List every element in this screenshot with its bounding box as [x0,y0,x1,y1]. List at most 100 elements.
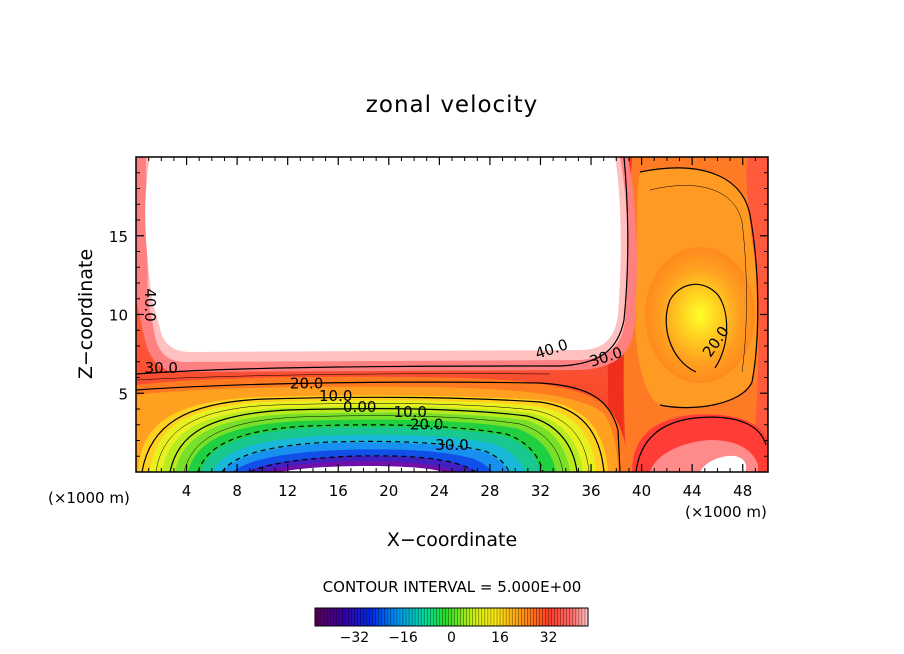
colorbar-swatch [336,608,340,626]
colorbar-swatch [542,608,546,626]
colorbar-swatch [527,608,531,626]
colorbar-swatch [342,608,346,626]
x-tick-label: 48 [733,482,752,500]
contour-label: 20.0 [410,415,443,433]
colorbar-swatch [412,608,416,626]
colorbar-swatch [351,608,355,626]
x-axis-label: X−coordinate [387,529,517,551]
contour-label: 10.0 [319,387,352,405]
colorbar-swatch [581,608,586,626]
x-axis-unit-right: (×1000 m) [685,503,767,521]
colorbar: −32 −16 0 16 32 [314,607,589,646]
colorbar-swatch [454,608,458,626]
contour-label: 10.0 [394,403,427,421]
colorbar-swatch [503,608,507,626]
x-tick-label: 24 [430,482,449,500]
colorbar-swatch [375,608,380,626]
colorbar-swatch [484,608,489,626]
colorbar-swatch [393,608,398,626]
colorbar-tick-label: 32 [540,630,558,646]
colorbar-swatch [372,608,377,626]
colorbar-swatch [515,608,519,626]
colorbar-frame [314,607,589,627]
colorbar-swatch [339,608,343,626]
colorbar-swatch [418,608,422,626]
colorbar-swatch [463,608,468,626]
colorbar-tick-label: −32 [340,630,370,646]
colorbar-swatch [327,608,331,626]
x-tick-label: 20 [379,482,398,500]
colorbar-swatch [442,608,446,626]
colorbar-swatch [390,608,395,626]
colorbar-swatch [348,608,352,626]
x-tick-label: 28 [480,482,499,500]
chart-title: zonal velocity [366,92,538,118]
colorbar-swatch [330,608,334,626]
colorbar-swatch [396,608,401,626]
contour-label: 40.0 [141,288,159,321]
colorbar-swatch [369,608,374,626]
colorbar-swatch [490,608,495,626]
colorbar-swatch [357,608,361,626]
contour-label: 0.00 [343,398,376,416]
contour-label: 30.0 [145,359,178,377]
colorbar-swatch [402,608,407,626]
colorbar-swatch [381,608,386,626]
colorbar-swatch [451,608,455,626]
colorbar-swatch [481,608,486,626]
contour-interval-text: CONTOUR INTERVAL = 5.000E+00 [323,578,582,596]
x-tick-label: 12 [278,482,297,500]
colorbar-swatch [572,608,577,626]
colorbar-swatch [497,608,501,626]
x-tick-label: 8 [232,482,242,500]
x-tick-label: 44 [683,482,702,500]
colorbar-swatch [378,608,383,626]
colorbar-swatch [500,608,504,626]
y-tick-label: 5 [118,385,128,403]
colorbar-swatch [466,608,471,626]
contour-label: 20.0 [290,375,323,393]
colorbar-swatch [424,608,428,626]
colorbar-swatch [478,608,483,626]
colorbar-swatch [345,608,349,626]
colorbar-swatch [566,608,571,626]
colorbar-swatch [569,608,574,626]
contour-label: 30.0 [435,436,468,454]
colorbar-swatch [524,608,528,626]
x-tick-label: 16 [329,482,348,500]
colorbar-swatch [445,608,449,626]
colorbar-swatch [548,608,552,626]
colorbar-swatch [360,608,364,626]
colorbar-swatch [333,608,337,626]
plot-area [136,157,768,472]
colorbar-swatch [354,608,358,626]
colorbar-swatch [436,608,440,626]
colorbar-swatch [363,608,367,626]
colorbar-swatch [493,608,498,626]
x-tick-label: 32 [531,482,550,500]
colorbar-swatch [509,608,513,626]
colorbar-swatch [563,608,568,626]
y-axis-label: Z−coordinate [75,249,97,379]
colorbar-swatch [472,608,477,626]
colorbar-tick-label: 0 [447,630,456,646]
x-tick-label: 40 [632,482,651,500]
colorbar-swatch [554,608,559,626]
colorbar-swatch [530,608,534,626]
colorbar-swatch [427,608,431,626]
colorbar-swatch [575,608,580,626]
colorbar-swatch [551,608,556,626]
colorbar-swatch [584,608,589,626]
x-axis-unit-left: (×1000 m) [48,489,130,507]
colorbar-swatch [457,608,461,626]
colorbar-swatch [578,608,583,626]
y-tick-label: 15 [109,228,128,246]
colorbar-swatch [448,608,452,626]
colorbar-swatch [430,608,434,626]
colorbar-swatch [545,608,549,626]
colorbar-swatch [475,608,480,626]
colorbar-swatch [433,608,437,626]
colorbar-swatch [533,608,537,626]
